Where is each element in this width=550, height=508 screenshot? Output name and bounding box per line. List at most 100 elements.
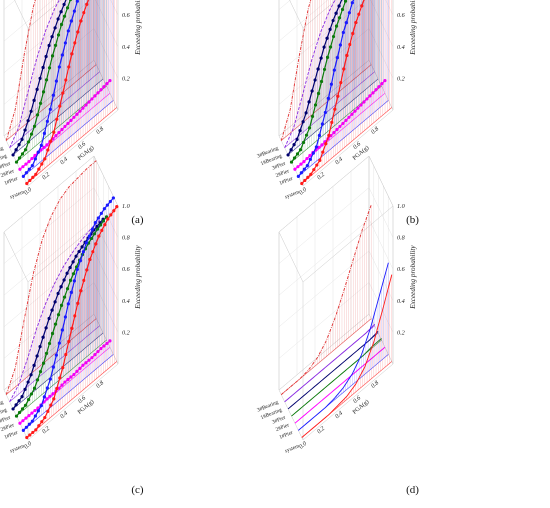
series-1pier-2 <box>18 78 112 171</box>
axis-edge <box>368 155 394 207</box>
data-point <box>102 207 106 211</box>
category-label: 1#Pier <box>279 430 294 441</box>
axes-wireframe <box>278 155 394 441</box>
data-point <box>21 428 25 432</box>
data-point <box>105 341 109 346</box>
data-point <box>85 2 89 6</box>
data-point <box>337 16 342 20</box>
series-1pier-2 <box>294 346 386 424</box>
z-axis-title: Exceeding probability <box>134 0 142 56</box>
series-baseline <box>294 346 386 424</box>
data-point <box>59 303 64 307</box>
caption-a: (a) <box>131 214 144 226</box>
data-point <box>36 409 40 413</box>
data-point <box>374 88 378 92</box>
data-point <box>87 234 91 238</box>
data-point <box>96 216 100 220</box>
data-point <box>54 353 58 357</box>
data-point <box>47 43 51 48</box>
data-point <box>59 285 63 289</box>
data-point <box>357 12 361 16</box>
data-point <box>102 85 106 89</box>
data-point <box>331 18 335 23</box>
data-point <box>81 106 85 110</box>
data-point <box>309 172 313 176</box>
data-point <box>24 162 28 166</box>
series-baseline <box>298 100 389 177</box>
data-point <box>60 53 64 57</box>
data-point <box>319 56 323 60</box>
data-point <box>55 117 59 121</box>
data-point <box>61 366 65 370</box>
data-point <box>99 346 103 351</box>
data-point <box>316 67 320 71</box>
data-point <box>38 345 42 349</box>
series-1pier-2 <box>18 339 112 425</box>
data-point <box>34 172 38 176</box>
data-point <box>33 153 37 158</box>
data-point <box>350 112 354 116</box>
gridline-z <box>3 0 119 73</box>
series-2pier-3 <box>289 0 382 164</box>
x-tick-label: 0.0 <box>298 186 309 197</box>
data-point <box>47 316 51 321</box>
data-point <box>302 160 306 164</box>
data-point <box>95 227 100 231</box>
category-label: system <box>284 189 301 200</box>
data-point <box>377 85 381 89</box>
data-point <box>64 78 68 82</box>
data-point <box>68 278 73 283</box>
data-point <box>78 366 82 370</box>
z-tick-label: 1.0 <box>122 203 131 210</box>
data-point <box>341 30 345 35</box>
data-point <box>36 150 40 154</box>
data-point <box>68 265 72 270</box>
data-point <box>347 115 351 119</box>
data-point <box>72 115 76 119</box>
data-point <box>66 302 70 306</box>
data-point <box>79 289 83 293</box>
data-point <box>23 148 28 152</box>
data-point <box>371 91 375 95</box>
series-baseline <box>26 361 117 438</box>
chart-panel-b: 0.2 0.4 0.6 0.8 1.0 Exceeding probability 0.0 0… <box>256 0 550 254</box>
data-point <box>69 118 73 122</box>
data-point <box>27 160 31 164</box>
series-line <box>9 219 100 402</box>
data-point <box>81 363 85 367</box>
series-baseline <box>281 318 372 395</box>
x-tick-label: 0.6 <box>352 394 363 405</box>
data-point <box>45 397 49 401</box>
data-point <box>42 145 46 149</box>
data-point <box>65 287 70 291</box>
data-point <box>17 156 22 160</box>
data-point <box>50 331 55 336</box>
data-point <box>20 137 24 142</box>
data-point <box>84 241 88 245</box>
data-point <box>20 152 25 156</box>
data-point <box>328 27 332 32</box>
data-point <box>51 392 55 396</box>
data-point <box>84 103 88 107</box>
data-point <box>55 386 59 391</box>
x-tick-label: 0.8 <box>95 379 106 390</box>
category-label: 2#Pier <box>275 168 290 179</box>
data-point <box>38 369 43 374</box>
data-point <box>33 408 37 413</box>
series-baseline <box>23 354 114 431</box>
category-label: 3#Pier <box>271 415 286 426</box>
data-point <box>360 4 364 8</box>
x-tick-label: 0.2 <box>41 171 51 181</box>
data-point <box>112 209 116 213</box>
data-point <box>296 174 300 178</box>
data-point <box>62 278 66 282</box>
data-point <box>298 128 302 133</box>
series-3bearing-6 <box>280 0 372 141</box>
data-point <box>42 131 46 135</box>
category-label: 1#Bearing <box>0 153 8 167</box>
data-point <box>21 419 25 423</box>
data-point <box>20 394 24 399</box>
data-point <box>331 34 336 39</box>
data-point <box>41 361 46 365</box>
